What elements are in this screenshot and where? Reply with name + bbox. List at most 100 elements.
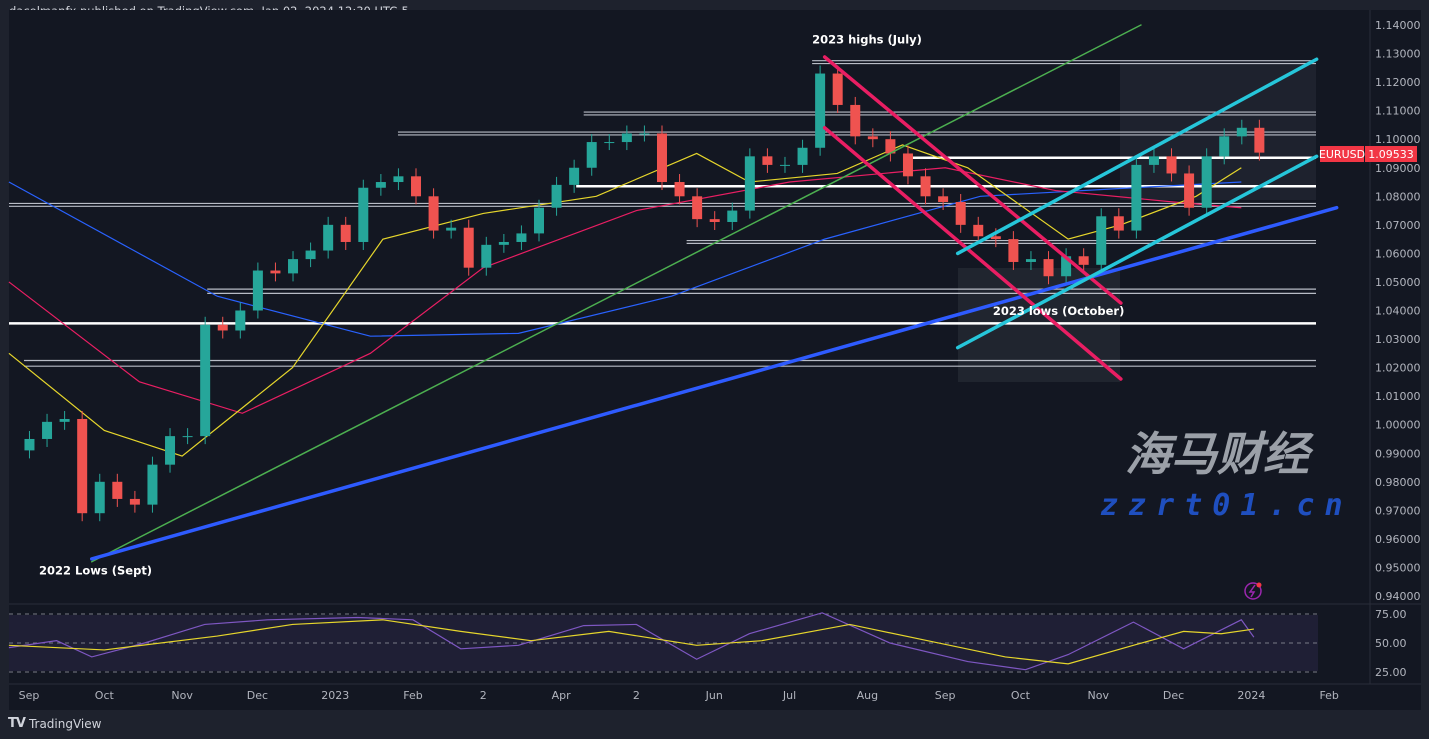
candle-body [42, 421, 53, 439]
price-tag: EURUSD 1.09533 [1319, 146, 1417, 162]
time-tick: Oct [1011, 689, 1031, 702]
price-tick: 1.07000 [1375, 219, 1421, 232]
candle-body [797, 147, 808, 165]
candle-body [586, 142, 597, 168]
moving-average-line [8, 144, 1242, 457]
flash-icon[interactable] [1244, 582, 1262, 600]
candle-body [1254, 127, 1265, 153]
candle-body [1043, 259, 1054, 277]
candle-body [94, 481, 105, 514]
candle-body [1025, 259, 1036, 262]
price-tick: 1.03000 [1375, 333, 1421, 346]
candle-body [779, 164, 790, 166]
time-tick: Sep [19, 689, 40, 702]
tradingview-logo-icon: TV [8, 716, 26, 731]
time-tick: Feb [1319, 689, 1338, 702]
price-tick: 0.98000 [1375, 476, 1421, 489]
price-tick: 0.95000 [1375, 561, 1421, 574]
candle-body [990, 236, 1001, 240]
candle-body [1219, 136, 1230, 157]
candle-body [885, 139, 896, 154]
candle-body [393, 176, 404, 183]
candle-body [867, 136, 878, 140]
candle-body [270, 270, 281, 274]
last-price-tag [1365, 146, 1417, 162]
candle-body [340, 224, 351, 242]
candle-body [235, 310, 246, 331]
trendline [955, 154, 1319, 350]
trendline [822, 126, 1123, 381]
candle-body [815, 73, 826, 148]
candle-body [323, 224, 334, 251]
rsi-tick: 50.00 [1375, 637, 1407, 650]
watermark-cn: 海马财经 [1125, 427, 1314, 481]
candle-body [165, 436, 176, 465]
candle-body [639, 133, 650, 135]
lows-range-box [958, 268, 1120, 382]
candle-body [288, 259, 299, 274]
candle-body [77, 418, 88, 514]
candle-body [938, 196, 949, 203]
trendlines [90, 24, 1339, 563]
candle-body [744, 156, 755, 211]
candle-body [411, 176, 422, 197]
candle-body [762, 156, 773, 165]
time-tick: 2 [633, 689, 640, 702]
price-tick: 0.97000 [1375, 504, 1421, 517]
candle-body [1078, 256, 1089, 265]
price-tick: 1.11000 [1375, 105, 1421, 118]
time-tick: Jul [782, 689, 796, 702]
candle-body [200, 324, 211, 437]
symbol-tag [1320, 146, 1364, 162]
time-axis[interactable]: Sep Oct Nov Dec 2023 Feb 2 Apr 2 Jun Jul Aug Sep Oct N… [19, 689, 1339, 702]
time-tick: Nov [1088, 689, 1110, 702]
candle-body [621, 133, 632, 143]
candle-body [1166, 156, 1177, 174]
time-tick: 2023 [321, 689, 349, 702]
candle-body [727, 210, 738, 222]
price-axis[interactable]: 1.14000 1.13000 1.12000 1.11000 1.10000 1.090… [1375, 19, 1421, 603]
price-tick: 1.10000 [1375, 133, 1421, 146]
candle-body [446, 227, 457, 231]
time-tick: Jun [705, 689, 723, 702]
candle-body [24, 438, 35, 451]
last-price-label: 1.09533 [1368, 148, 1414, 161]
price-tick: 1.04000 [1375, 305, 1421, 318]
candle-body [217, 324, 228, 331]
annotation-label: 2022 Lows (Sept) [39, 564, 152, 578]
trendline [91, 24, 1142, 563]
rsi-tick: 75.00 [1375, 608, 1407, 621]
candle-body [358, 187, 369, 242]
tradingview-footer[interactable]: TV TradingView [8, 716, 101, 731]
candle-body [1061, 256, 1072, 277]
candle-body [305, 250, 316, 260]
candle-body [551, 184, 562, 208]
price-tick: 1.02000 [1375, 362, 1421, 375]
price-tick: 1.13000 [1375, 48, 1421, 61]
candle-body [1131, 164, 1142, 231]
price-tick: 0.96000 [1375, 533, 1421, 546]
price-tick: 1.05000 [1375, 276, 1421, 289]
time-tick: Nov [171, 689, 193, 702]
price-tick: 1.14000 [1375, 19, 1421, 32]
candle-body [147, 464, 158, 505]
candle-body [1184, 173, 1195, 208]
candle-body [59, 418, 70, 422]
candle-body [674, 182, 685, 197]
candle-body [656, 133, 667, 183]
price-tick: 1.09000 [1375, 162, 1421, 175]
candle-body [709, 219, 720, 222]
price-tick: 1.08000 [1375, 190, 1421, 203]
candle-body [902, 153, 913, 177]
candle-body [1008, 239, 1019, 262]
projection-box [1120, 60, 1316, 200]
candle-body [1201, 156, 1212, 208]
candle-body [182, 436, 193, 438]
candle-body [1096, 216, 1107, 265]
candle-body [463, 227, 474, 268]
candle-body [955, 202, 966, 225]
watermark-url: zzrt01.cn [1100, 488, 1353, 523]
candle-body [252, 270, 263, 311]
candle-body [1148, 156, 1159, 165]
